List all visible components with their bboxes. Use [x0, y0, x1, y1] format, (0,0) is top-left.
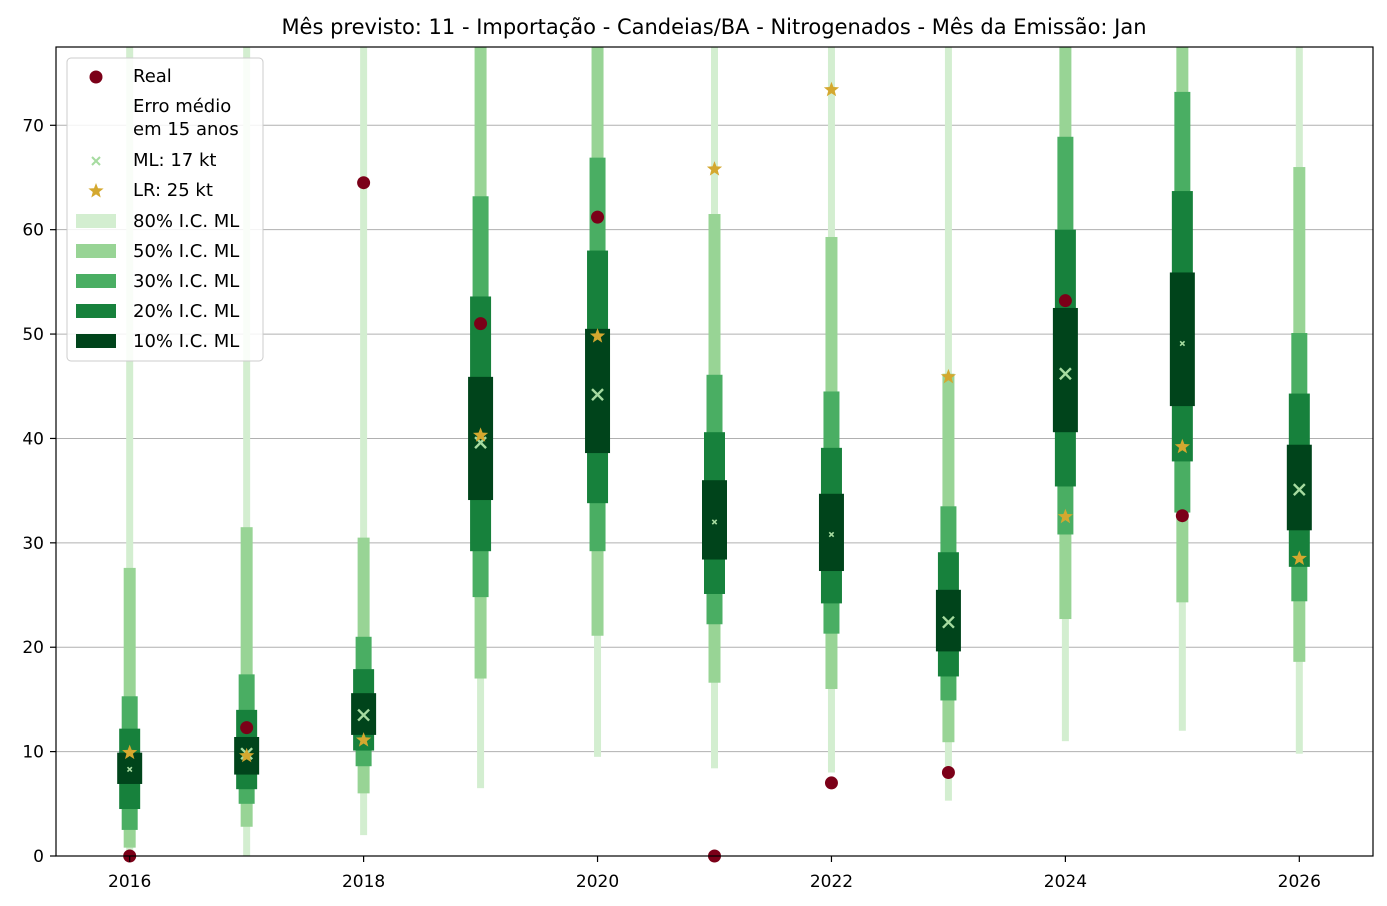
ml-marker-stroke [591, 388, 604, 401]
interval-bar-10-2020 [585, 328, 611, 454]
x-tick-label: 2020 [576, 872, 619, 892]
real-marker-2018 [357, 176, 371, 190]
lr-marker-2017 [239, 747, 255, 763]
lr-marker-2021 [706, 161, 723, 176]
ml-marker-2022 [828, 531, 835, 538]
y-tick-label: 30 [22, 534, 44, 554]
legend-ci80-label: 80% I.C. ML [133, 211, 239, 232]
ml-marker-2021 [711, 519, 718, 525]
ml-marker-2024 [1059, 367, 1072, 381]
lr-marker-2022 [823, 81, 840, 97]
real-marker-2017 [240, 721, 254, 735]
lr-marker-2023 [940, 368, 957, 384]
real-marker-2019 [474, 317, 488, 331]
y-tick-label: 10 [22, 743, 44, 763]
ml-marker-stroke [942, 615, 955, 629]
legend-ci80-handle [76, 214, 116, 228]
x-tick-label: 2024 [1044, 872, 1087, 892]
y-tick-label: 60 [22, 221, 44, 241]
legend-ci30-label: 30% I.C. ML [133, 271, 239, 292]
lr-marker-2016 [122, 744, 138, 760]
real-marker-2024 [1058, 294, 1072, 308]
y-tick-label: 50 [22, 325, 44, 345]
ml-marker-stroke [91, 156, 101, 166]
lr-marker-2019 [472, 427, 489, 442]
lr-marker-2024 [1057, 508, 1073, 524]
legend-ci20-label: 20% I.C. ML [133, 301, 239, 322]
x-tick-label: 2018 [342, 872, 385, 892]
axis-ticks: 2016 2018 2020 2022 2024 2026 0 10 20 30 40 50 60 70 [22, 116, 1321, 892]
ml-marker-stroke [1179, 340, 1186, 347]
legend-lr-handle [88, 183, 104, 198]
y-tick-label: 70 [22, 116, 44, 136]
ml-marker-stroke [126, 766, 133, 773]
x-tick-label: 2016 [108, 872, 151, 892]
legend-ci50-label: 50% I.C. ML [133, 241, 239, 262]
y-tick-label: 20 [22, 638, 44, 658]
interval-bar-80-2016 [126, 47, 134, 856]
interval-bar-10-2024 [1052, 307, 1078, 433]
ml-marker-stroke [357, 708, 370, 722]
ml-marker-2016 [126, 766, 133, 773]
ml-marker-stroke [1059, 367, 1072, 381]
ml-marker-2025 [1179, 340, 1186, 347]
y-tick-label: 0 [33, 847, 44, 867]
lr-marker-2020 [589, 328, 606, 343]
legend-ml-label: ML: 17 kt [133, 150, 216, 171]
interval-bar-10-2026 [1286, 444, 1312, 531]
ml-marker-stroke [828, 531, 835, 538]
ml-marker-2018 [357, 708, 370, 722]
legend-real-label: Real [133, 66, 172, 87]
ml-marker-2020 [591, 388, 604, 401]
legend-lr-label: LR: 25 kt [133, 180, 213, 201]
legend-ci10-label: 10% I.C. ML [133, 331, 239, 352]
legend-erro-label-line1: Erro médio [133, 96, 231, 117]
real-marker-2023 [941, 765, 955, 779]
legend-ml-handle [91, 156, 101, 166]
legend-real-handle [89, 70, 103, 84]
x-tick-label: 2022 [810, 872, 853, 892]
ml-marker-stroke [711, 519, 718, 525]
legend-ci50-handle [76, 244, 116, 258]
ml-marker-stroke [1292, 483, 1306, 496]
lr-marker-2018 [356, 732, 372, 747]
legend-erro-label-line2: em 15 anos [133, 119, 239, 140]
real-marker-2020 [591, 210, 605, 224]
legend-ci10-handle [76, 334, 116, 348]
lr-marker-2025 [1174, 438, 1190, 454]
interval-bar-10-2022 [818, 493, 844, 572]
ml-marker-2026 [1292, 483, 1306, 496]
legend-ci30-handle [76, 274, 116, 288]
interval-bar-80-2017 [243, 47, 251, 856]
legend-ci20-handle [76, 304, 116, 318]
y-tick-label: 40 [22, 429, 44, 449]
interval-bar-10-2025 [1169, 272, 1195, 407]
real-marker-2022 [824, 776, 838, 790]
x-tick-label: 2026 [1278, 872, 1321, 892]
ml-marker-2023 [942, 615, 955, 629]
lr-marker-2026 [1291, 550, 1307, 565]
interval-bar-10-2021 [702, 480, 727, 560]
plot-frame [55, 46, 1374, 857]
chart-title: Mês previsto: 11 - Importação - Candeias… [281, 15, 1146, 39]
interval-bar-80-2018 [360, 47, 368, 836]
real-marker-2025 [1175, 509, 1189, 523]
